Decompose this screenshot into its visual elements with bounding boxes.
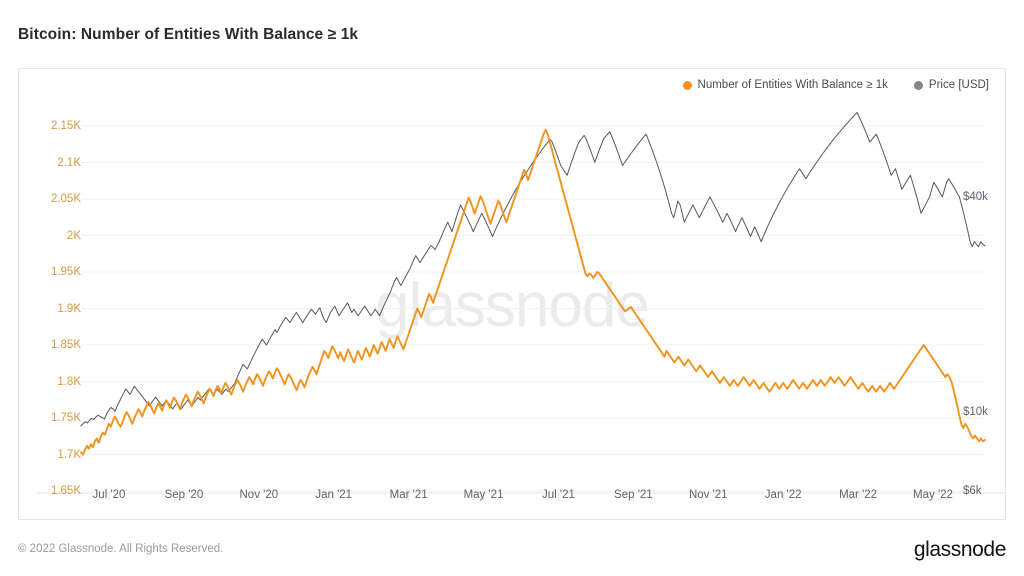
- glassnode-watermark: glassnode: [375, 271, 650, 340]
- x-tick-label: Mar '21: [389, 489, 428, 501]
- y-tick-label-left: 1.65K: [50, 485, 81, 497]
- x-tick-label: Nov '20: [239, 489, 279, 501]
- page-title: Bitcoin: Number of Entities With Balance…: [18, 26, 359, 43]
- y-axis-right: $40k $10k $6k: [963, 69, 1023, 521]
- legend-label-entities: Number of Entities With Balance ≥ 1k: [697, 79, 888, 91]
- x-tick-label: Jul '20: [92, 489, 126, 501]
- footer-logo: glassnode: [913, 538, 1007, 561]
- x-tick-label: May '22: [913, 489, 953, 501]
- y-tick-label-right: $40k: [963, 191, 988, 203]
- y-tick-label-left: 1.95K: [50, 266, 81, 278]
- y-tick-label-left: 1.9K: [57, 302, 81, 315]
- plot-area[interactable]: [19, 69, 1007, 521]
- gridlines: [37, 125, 1007, 494]
- y-tick-label-left: 2.1K: [57, 156, 81, 169]
- chart-canvas[interactable]: [19, 69, 1007, 521]
- x-tick-label: Jan '22: [764, 489, 802, 501]
- legend-label-price: Price [USD]: [928, 79, 989, 91]
- y-tick-label-right: $10k: [963, 406, 988, 418]
- legend-item-price[interactable]: Price [USD]: [913, 79, 989, 91]
- y-tick-label-left: 1.85K: [50, 339, 81, 351]
- x-tick-label: Jan '21: [315, 489, 353, 501]
- x-tick-label: Jul '21: [542, 489, 575, 501]
- chart-card: Number of Entities With Balance ≥ 1k Pri…: [18, 68, 1007, 521]
- y-tick-label-right: $6k: [963, 485, 982, 498]
- legend-item-entities[interactable]: Number of Entities With Balance ≥ 1k: [682, 79, 888, 91]
- y-tick-label-left: 2K: [66, 229, 81, 242]
- y-axis-left: 2.15K 2.1K 2.05K 2K 1.95K 1.9K 1.85K 1.8K 1.75K 1…: [19, 69, 81, 521]
- y-tick-label-left: 1.8K: [57, 375, 81, 388]
- x-tick-label: Sep '21: [614, 489, 653, 501]
- y-tick-label-left: 1.7K: [57, 448, 81, 461]
- chart-legend: Number of Entities With Balance ≥ 1k Pri…: [682, 79, 989, 91]
- legend-dot-entities-icon: [682, 80, 692, 90]
- y-tick-label-left: 2.15K: [50, 120, 81, 132]
- price-line-series: [80, 111, 986, 427]
- x-axis: Jul '20 Sep '20 Nov '20 Jan '21 Mar '21 May '…: [19, 69, 1007, 521]
- x-tick-label: Sep '20: [164, 489, 204, 501]
- x-tick-label: Mar '22: [839, 489, 878, 501]
- legend-dot-price-icon: [913, 80, 923, 90]
- y-tick-label-left: 2.05K: [50, 193, 81, 205]
- entities-line-series: [80, 128, 986, 456]
- x-tick-marks: [108, 493, 934, 501]
- x-tick-label: May '21: [463, 489, 504, 501]
- y-tick-label-left: 1.75K: [50, 412, 81, 424]
- footer-copyright: © 2022 Glassnode. All Rights Reserved.: [18, 543, 224, 555]
- x-tick-label: Nov '21: [688, 489, 728, 501]
